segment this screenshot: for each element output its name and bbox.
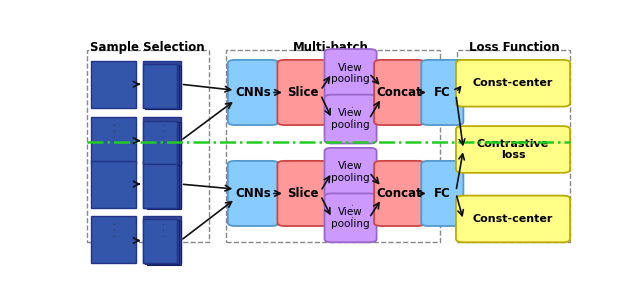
Text: . . .: . . .	[108, 123, 118, 138]
FancyBboxPatch shape	[374, 161, 425, 226]
FancyBboxPatch shape	[228, 161, 278, 226]
Bar	[227, 50, 440, 242]
Bar	[91, 216, 136, 263]
Bar	[91, 117, 136, 164]
Bar	[145, 122, 179, 165]
Text: Const-center: Const-center	[473, 214, 553, 224]
Text: FC: FC	[434, 187, 451, 200]
Bar	[147, 66, 181, 109]
Text: View
pooling: View pooling	[332, 63, 370, 84]
Text: Multi-batch: Multi-batch	[292, 41, 369, 54]
Text: View
pooling: View pooling	[332, 162, 370, 183]
FancyBboxPatch shape	[228, 60, 278, 125]
Text: Concat: Concat	[376, 187, 422, 200]
Text: View
pooling: View pooling	[332, 108, 370, 130]
Bar	[88, 50, 209, 242]
Bar	[143, 117, 180, 164]
FancyBboxPatch shape	[324, 148, 376, 197]
Text: Contrastive
loss: Contrastive loss	[477, 139, 549, 160]
Bar	[147, 221, 181, 265]
Bar	[143, 64, 177, 108]
Bar	[145, 165, 179, 208]
Text: Loss Function: Loss Function	[468, 41, 559, 54]
Text: . . .: . . .	[157, 123, 167, 138]
Text: CNNs: CNNs	[236, 187, 271, 200]
Bar	[143, 164, 177, 208]
FancyBboxPatch shape	[456, 126, 570, 173]
Text: . . .: . . .	[346, 203, 356, 219]
Bar	[143, 216, 180, 263]
Bar	[91, 161, 136, 208]
FancyBboxPatch shape	[456, 60, 570, 107]
Bar	[145, 220, 179, 264]
FancyBboxPatch shape	[277, 60, 328, 125]
Bar	[143, 61, 180, 108]
Text: Sample Selection: Sample Selection	[90, 41, 204, 54]
Bar	[457, 50, 570, 242]
Text: . . .: . . .	[346, 104, 356, 120]
Bar	[143, 219, 177, 263]
Bar	[91, 61, 136, 108]
FancyBboxPatch shape	[456, 196, 570, 242]
Bar	[147, 166, 181, 209]
Bar	[147, 122, 181, 166]
Bar	[143, 161, 180, 208]
Text: CNNs: CNNs	[236, 86, 271, 99]
Bar	[143, 121, 177, 164]
Text: FC: FC	[434, 86, 451, 99]
Text: Const-center: Const-center	[473, 78, 553, 88]
Text: View
pooling: View pooling	[332, 207, 370, 229]
FancyBboxPatch shape	[324, 49, 376, 98]
Text: Slice: Slice	[287, 86, 319, 99]
Bar	[145, 65, 179, 109]
FancyBboxPatch shape	[324, 193, 376, 242]
FancyBboxPatch shape	[421, 161, 463, 226]
FancyBboxPatch shape	[324, 95, 376, 144]
Text: Concat: Concat	[376, 86, 422, 99]
FancyBboxPatch shape	[421, 60, 463, 125]
FancyBboxPatch shape	[374, 60, 425, 125]
FancyBboxPatch shape	[277, 161, 328, 226]
Text: Slice: Slice	[287, 187, 319, 200]
Text: . . .: . . .	[108, 222, 118, 237]
Text: . . .: . . .	[157, 222, 167, 237]
